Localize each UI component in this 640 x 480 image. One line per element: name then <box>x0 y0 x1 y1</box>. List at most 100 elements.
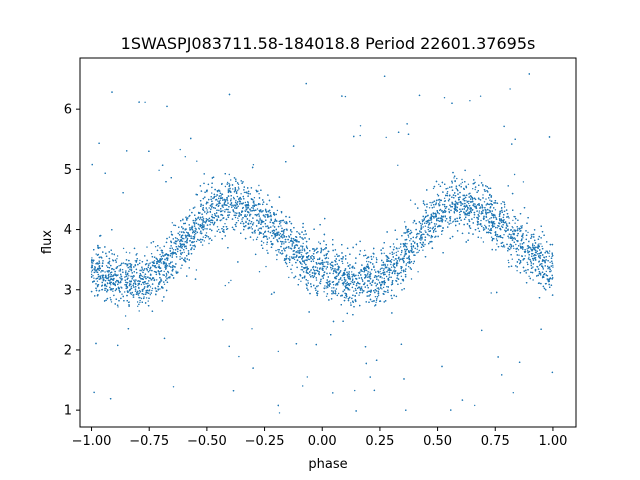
data-point <box>130 285 132 288</box>
data-point <box>361 278 363 281</box>
data-point <box>193 241 195 243</box>
data-point <box>237 219 239 222</box>
data-point <box>222 210 224 212</box>
data-point <box>232 196 235 199</box>
data-point <box>350 302 352 304</box>
data-point <box>485 198 487 200</box>
data-point <box>136 301 139 303</box>
data-point <box>295 250 297 253</box>
data-point <box>153 270 156 273</box>
data-point <box>459 216 461 218</box>
data-point <box>331 287 333 289</box>
data-point <box>256 236 259 238</box>
data-point <box>549 261 551 263</box>
data-point <box>528 256 530 258</box>
data-point <box>512 219 514 222</box>
data-point <box>508 237 510 239</box>
data-point <box>416 235 418 238</box>
data-point <box>95 253 97 255</box>
data-point <box>315 269 317 272</box>
data-point <box>165 272 168 275</box>
data-point <box>258 193 260 195</box>
data-point <box>505 226 507 229</box>
data-point <box>278 412 281 414</box>
data-point <box>551 278 553 280</box>
data-point <box>471 199 474 201</box>
data-point <box>332 261 334 263</box>
data-point <box>105 287 107 290</box>
data-point <box>446 191 449 193</box>
data-point <box>112 290 114 292</box>
data-point <box>325 268 327 270</box>
data-point <box>550 270 552 272</box>
data-point <box>149 262 151 264</box>
data-point <box>327 281 329 283</box>
data-point <box>194 227 196 229</box>
data-point <box>226 200 229 202</box>
data-point <box>520 227 522 230</box>
data-point <box>121 293 123 295</box>
data-point <box>233 204 235 206</box>
data-point <box>232 205 234 207</box>
data-point <box>366 274 368 276</box>
data-point <box>337 292 340 295</box>
data-point <box>452 221 454 223</box>
data-point <box>342 262 344 265</box>
data-point <box>252 239 255 241</box>
data-point <box>474 203 476 205</box>
data-point <box>160 262 162 264</box>
data-point <box>100 271 102 273</box>
data-point <box>484 228 486 230</box>
data-point <box>332 272 334 275</box>
data-point <box>335 288 338 290</box>
data-point <box>333 292 335 295</box>
data-point <box>300 269 302 271</box>
data-point <box>531 244 534 247</box>
data-point <box>503 234 505 236</box>
data-point <box>216 226 219 228</box>
data-point <box>128 275 130 277</box>
data-point <box>140 283 143 286</box>
data-point <box>323 291 325 293</box>
data-point <box>540 243 542 245</box>
data-point <box>283 243 285 245</box>
data-point <box>224 185 227 188</box>
data-point <box>124 291 126 293</box>
data-point <box>259 219 261 221</box>
data-point <box>494 209 497 211</box>
data-point <box>366 260 368 263</box>
data-point <box>297 247 300 250</box>
data-point <box>512 392 514 394</box>
data-point <box>548 255 550 257</box>
data-point <box>180 267 182 269</box>
data-point <box>319 282 322 285</box>
data-point <box>397 164 399 166</box>
data-point <box>349 289 351 291</box>
data-point <box>210 221 212 224</box>
data-point <box>205 232 208 234</box>
data-point <box>479 95 482 97</box>
data-point <box>204 228 206 230</box>
data-point <box>122 262 125 264</box>
data-point <box>393 269 396 271</box>
data-point <box>167 272 170 274</box>
data-point <box>500 203 502 205</box>
data-point <box>410 229 412 232</box>
data-point <box>514 222 516 224</box>
data-point <box>143 296 145 298</box>
data-point <box>179 231 181 233</box>
data-point <box>405 263 408 265</box>
data-point <box>532 266 534 268</box>
data-point <box>166 264 168 267</box>
data-point <box>106 277 108 280</box>
data-point <box>306 266 308 268</box>
data-point <box>332 290 334 292</box>
data-point <box>151 289 153 292</box>
data-point <box>258 227 260 230</box>
data-point <box>418 249 420 252</box>
data-point <box>447 187 449 189</box>
data-point <box>104 287 106 290</box>
data-point <box>474 404 476 407</box>
data-point <box>487 228 490 230</box>
